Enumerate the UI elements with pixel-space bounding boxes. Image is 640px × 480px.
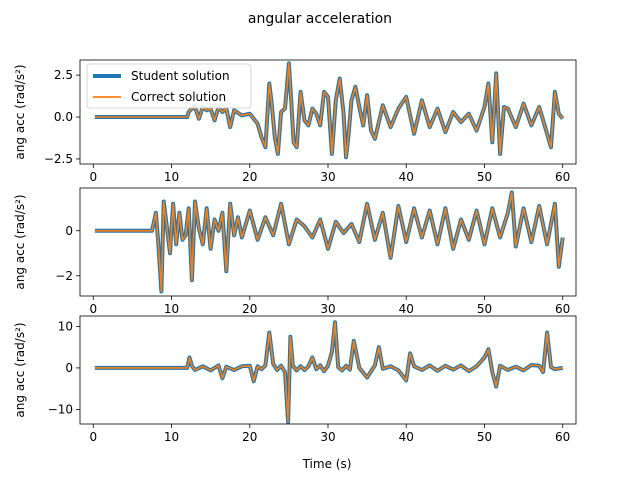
plot-area xyxy=(94,61,565,160)
x-tick-label: 50 xyxy=(477,430,492,444)
series-correct-solution xyxy=(94,321,563,423)
plot-area xyxy=(94,190,565,294)
chart-title: angular acceleration xyxy=(248,11,392,27)
x-axis-label: Time (s) xyxy=(302,457,352,471)
axes-frame xyxy=(79,315,577,425)
series-correct-solution xyxy=(94,62,564,159)
y-tick-label: 0 xyxy=(65,361,73,375)
legend: Student solution Correct solution xyxy=(86,63,252,109)
x-tick-label: 0 xyxy=(89,430,97,444)
subplot-1: 0 10 20 30 40 50 60 −2.5 0.0 2.5 ang acc (rad/s²) S… xyxy=(13,59,577,184)
subplot-3: 0 10 20 30 40 50 60 −10 0 10 ang acc (rad/s²) xyxy=(13,315,577,444)
y-axis-label: ang acc (rad/s²) xyxy=(13,64,27,159)
x-tick-label: 40 xyxy=(399,302,414,316)
y-tick-label: 0.0 xyxy=(54,110,73,124)
x-tick-label: 40 xyxy=(399,170,414,184)
x-tick-label: 20 xyxy=(242,430,257,444)
legend-label-2: Correct solution xyxy=(131,90,226,104)
y-tick-label: 2.5 xyxy=(54,68,73,82)
x-tick-label: 60 xyxy=(555,170,570,184)
y-tick-label: 10 xyxy=(58,319,73,333)
x-tick-label: 20 xyxy=(242,170,257,184)
x-tick-label: 20 xyxy=(242,302,257,316)
y-tick-label: −2.5 xyxy=(44,152,73,166)
x-tick-label: 30 xyxy=(320,302,335,316)
y-tick-label: 0 xyxy=(65,224,73,238)
y-axis-label: ang acc (rad/s²) xyxy=(13,322,27,417)
x-tick-label: 60 xyxy=(555,430,570,444)
legend-box xyxy=(86,63,252,109)
x-tick-label: 10 xyxy=(164,170,179,184)
series-correct-solution xyxy=(94,191,564,293)
x-tick-label: 60 xyxy=(555,302,570,316)
x-tick-label: 50 xyxy=(477,170,492,184)
x-tick-label: 0 xyxy=(89,170,97,184)
y-tick-label: −10 xyxy=(48,402,73,416)
x-tick-label: 30 xyxy=(320,170,335,184)
x-tick-label: 0 xyxy=(89,302,97,316)
plot-area xyxy=(94,320,564,424)
subplot-2: 0 10 20 30 40 50 60 −2 0 ang acc (rad/s²) xyxy=(13,187,577,316)
x-tick-label: 30 xyxy=(320,430,335,444)
y-tick-label: −2 xyxy=(55,269,73,283)
legend-label-1: Student solution xyxy=(131,69,230,83)
x-tick-label: 10 xyxy=(164,302,179,316)
x-tick-label: 50 xyxy=(477,302,492,316)
y-axis-label: ang acc (rad/s²) xyxy=(13,194,27,289)
subplots: 0 10 20 30 40 50 60 −2.5 0.0 2.5 ang acc (rad/s²) S… xyxy=(13,59,577,444)
x-tick-label: 40 xyxy=(399,430,414,444)
x-tick-label: 10 xyxy=(164,430,179,444)
